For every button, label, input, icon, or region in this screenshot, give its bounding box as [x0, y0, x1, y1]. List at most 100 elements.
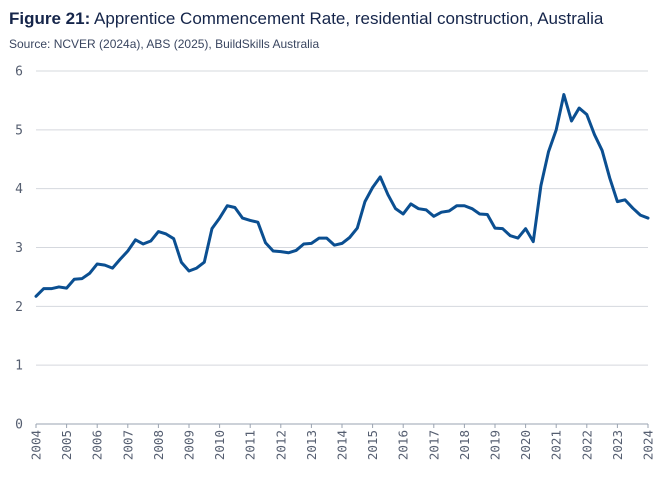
x-tick-label: 2009	[182, 430, 197, 460]
data-point	[88, 272, 91, 275]
data-point	[187, 269, 191, 273]
data-point	[103, 263, 107, 267]
data-point	[501, 227, 504, 230]
data-point	[631, 206, 634, 210]
data-point	[363, 200, 367, 203]
data-point	[386, 193, 390, 196]
x-tick-label: 2007	[120, 430, 135, 460]
data-point	[577, 106, 581, 110]
x-tick-label: 2021	[549, 430, 564, 460]
y-tick-label: 5	[15, 123, 23, 138]
data-point	[593, 133, 596, 136]
x-tick-label: 2018	[457, 430, 472, 460]
data-point	[118, 258, 122, 261]
data-point	[294, 249, 298, 252]
x-tick-label: 2011	[243, 430, 258, 460]
x-tick-label: 2008	[151, 430, 166, 460]
data-point	[80, 277, 84, 280]
figure-label: Figure 21:	[9, 9, 91, 28]
x-tick-label: 2017	[426, 430, 441, 460]
data-point	[516, 236, 520, 240]
data-point	[432, 215, 435, 218]
data-point	[402, 212, 405, 216]
y-tick-label: 2	[15, 300, 23, 315]
data-point	[532, 240, 535, 243]
data-point	[409, 202, 413, 206]
data-point	[616, 200, 619, 203]
y-tick-label: 1	[15, 359, 23, 374]
x-tick-label: 2020	[518, 430, 533, 460]
data-point	[455, 204, 458, 207]
y-axis-ticks: 0 1 2 3 4 5 6	[15, 65, 23, 433]
y-tick-label: 4	[15, 182, 23, 197]
data-point	[203, 261, 206, 264]
x-tick-label: 2024	[641, 430, 656, 460]
data-point	[256, 221, 260, 224]
x-tick-label: 2023	[610, 430, 625, 460]
data-point	[226, 204, 229, 207]
data-point	[210, 227, 214, 230]
data-point	[478, 212, 481, 216]
data-point	[134, 238, 137, 242]
y-tick-label: 6	[15, 65, 23, 80]
data-point	[463, 204, 466, 207]
data-point	[371, 186, 374, 189]
data-point	[180, 261, 183, 264]
x-tick-label: 2014	[335, 430, 350, 460]
data-point	[317, 236, 321, 240]
x-tick-label: 2022	[579, 430, 594, 460]
data-point	[486, 213, 489, 216]
data-point	[646, 216, 650, 220]
data-point	[348, 236, 351, 239]
data-point	[639, 213, 642, 217]
figure-title: Figure 21: Apprentice Commencement Rate,…	[9, 8, 603, 30]
data-point	[164, 232, 168, 236]
data-point	[157, 230, 160, 233]
data-point	[447, 209, 451, 213]
data-point	[547, 150, 550, 153]
data-point	[356, 226, 359, 230]
data-point	[333, 243, 336, 247]
data-point	[172, 237, 175, 240]
x-tick-label: 2012	[273, 430, 288, 460]
data-point	[50, 287, 53, 290]
data-point	[493, 226, 497, 230]
x-tick-label: 2010	[212, 430, 227, 460]
data-point	[310, 242, 313, 245]
data-point	[440, 211, 443, 214]
data-point	[340, 242, 344, 245]
data-point	[57, 285, 61, 289]
data-point	[600, 149, 604, 152]
data-point	[470, 207, 474, 210]
data-point	[126, 249, 129, 253]
x-tick-label: 2006	[90, 430, 105, 460]
data-point	[562, 93, 566, 96]
data-point	[73, 278, 76, 281]
data-point	[65, 286, 68, 290]
data-point	[555, 128, 558, 132]
data-point	[149, 239, 152, 243]
y-tick-label: 0	[15, 418, 23, 433]
x-tick-label: 2004	[29, 430, 44, 460]
x-tick-label: 2005	[59, 430, 74, 460]
data-point	[302, 242, 305, 246]
data-point	[509, 234, 512, 237]
data-point	[96, 262, 99, 266]
data-point	[249, 219, 252, 222]
data-point	[233, 206, 237, 209]
data-point	[218, 216, 221, 220]
data-point	[195, 266, 198, 270]
x-axis-ticks: 2004 2005 2006 2007 2008 2009 2010 2011 2012 2013…	[29, 424, 656, 460]
data-point	[424, 208, 428, 212]
y-tick-label: 3	[15, 241, 23, 256]
data-point	[271, 249, 275, 253]
data-point	[241, 216, 244, 220]
data-point	[539, 184, 543, 187]
data-point	[34, 295, 38, 298]
series-line-0	[34, 93, 650, 298]
figure-title-text: Apprentice Commencement Rate, residentia…	[94, 9, 604, 28]
data-point	[111, 266, 114, 270]
data-point	[325, 236, 328, 240]
x-tick-label: 2019	[488, 430, 503, 460]
